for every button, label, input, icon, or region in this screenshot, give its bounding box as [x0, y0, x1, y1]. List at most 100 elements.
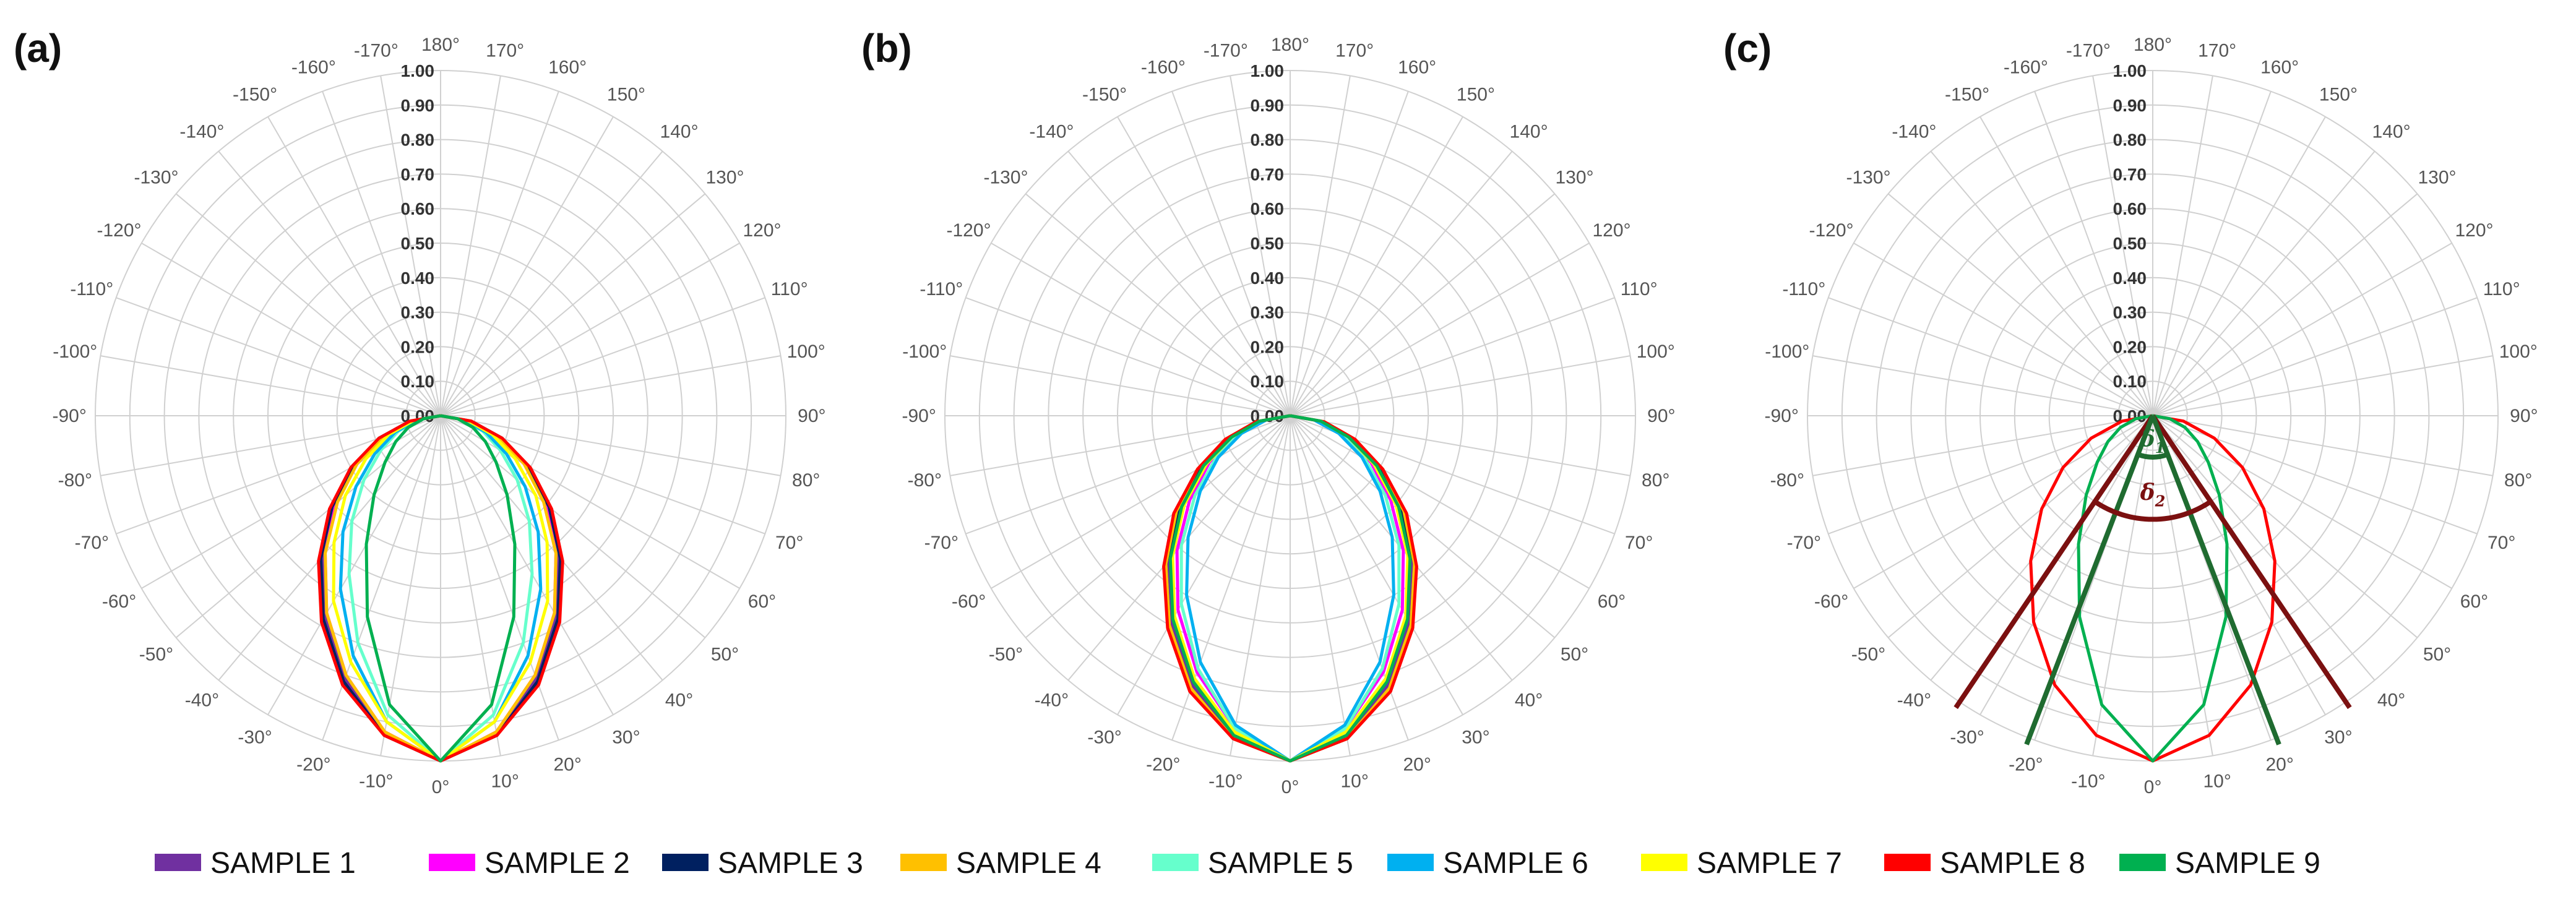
angle-tick-label: -160°	[1141, 57, 1186, 77]
angle-tick-label: 70°	[1625, 533, 1653, 553]
grid-spoke	[1025, 415, 1291, 638]
legend-label: SAMPLE 5	[1208, 847, 1353, 880]
grid-spoke	[440, 415, 706, 638]
angle-tick-label: 90°	[1647, 406, 1675, 426]
grid-spoke	[141, 243, 441, 416]
angle-tick-label: -90°	[52, 406, 86, 426]
grid-spoke	[1979, 116, 2153, 416]
angle-tick-label: 40°	[2377, 690, 2405, 711]
angle-tick-label: 40°	[1515, 690, 1543, 711]
angle-tick-label: 110°	[771, 279, 808, 299]
angle-tick-label: -10°	[359, 771, 393, 792]
grid-spoke	[2152, 150, 2376, 416]
grid-spoke	[2152, 415, 2418, 638]
angle-tick-label: 180°	[2134, 35, 2172, 55]
grid-spoke	[1812, 415, 2153, 476]
angle-tick-label: -40°	[1897, 690, 1931, 711]
angle-tick-label: -150°	[1945, 85, 1989, 105]
radial-tick-label: 0.30	[2113, 303, 2147, 322]
legend-swatch	[1152, 854, 1199, 871]
angle-tick-label: -140°	[179, 121, 224, 142]
grid-spoke	[2152, 415, 2452, 589]
angle-tick-label: -170°	[1204, 40, 1248, 61]
angle-tick-label: 180°	[1271, 35, 1309, 55]
angle-tick-label: -130°	[1846, 167, 1890, 187]
series-sample-9	[364, 414, 517, 763]
legend-label: SAMPLE 4	[956, 847, 1101, 880]
legend-label: SAMPLE 7	[1697, 847, 1842, 880]
angle-tick-label: -20°	[2009, 755, 2043, 775]
panel-label: (c)	[1723, 26, 1772, 71]
grid-spoke	[1853, 415, 2153, 589]
radial-tick-label: 0.20	[401, 337, 435, 356]
grid-spoke	[991, 415, 1291, 589]
legend-swatch	[1884, 854, 1931, 871]
delta1-line	[2024, 414, 2155, 745]
angle-tick-label: 10°	[491, 771, 519, 792]
grid-spoke	[2152, 193, 2418, 416]
angle-tick-label: -90°	[1764, 406, 1798, 426]
radial-tick-label: 0.10	[401, 372, 435, 391]
angle-tick-label: 40°	[665, 690, 693, 711]
grid-spoke	[218, 150, 441, 416]
series-sample-9	[1168, 414, 1412, 763]
angle-tick-label: -80°	[58, 470, 92, 491]
grid-spoke	[1230, 415, 1291, 756]
grid-spoke	[440, 150, 663, 416]
angle-tick-label: 180°	[421, 35, 460, 55]
angle-tick-label: -110°	[1782, 279, 1825, 299]
grid-spoke	[141, 415, 441, 589]
angle-tick-label: 150°	[2319, 85, 2358, 105]
angle-tick-label: 10°	[2203, 771, 2231, 792]
grid-spoke	[2152, 415, 2326, 715]
angle-tick-label: -100°	[1765, 341, 1809, 362]
panel-label: (b)	[861, 26, 912, 71]
radial-tick-label: 0.40	[1251, 268, 1285, 288]
polar-chart-c: (c) 0° 10° 20° 30° 40° 50° 60° 70° 80° 90° 100° 110°…	[1723, 26, 2538, 797]
grid-spoke	[175, 415, 441, 638]
angle-tick-label: -70°	[924, 533, 958, 553]
polar-chart-b: (b) 0° 10° 20° 30° 40° 50° 60° 70° 80° 90° 100° 110°…	[861, 26, 1676, 797]
grid-spoke	[1290, 415, 1556, 638]
angle-tick-label: 50°	[2423, 645, 2451, 665]
angle-tick-label: 20°	[553, 755, 581, 775]
angle-tick-label: -170°	[2066, 40, 2111, 61]
angle-tick-label: -110°	[920, 279, 963, 299]
angle-tick-label: 0°	[432, 777, 450, 797]
angle-tick-label: 20°	[2265, 755, 2293, 775]
angle-tick-label: 150°	[607, 85, 645, 105]
radial-tick-label: 0.50	[401, 234, 435, 253]
grid-spoke	[1930, 415, 2153, 681]
angle-tick-label: -50°	[139, 645, 173, 665]
angle-tick-label: 130°	[1555, 167, 1593, 187]
grid-spoke	[2152, 116, 2326, 416]
grid-spoke	[440, 193, 706, 416]
grid-spoke	[322, 91, 441, 416]
grid-spoke	[267, 415, 441, 715]
angle-tick-label: 100°	[787, 341, 825, 362]
series-sample-9	[2077, 414, 2229, 763]
angle-tick-label: -120°	[1809, 220, 1853, 241]
grid-spoke	[1853, 243, 2153, 416]
radial-tick-label: 1.00	[1251, 61, 1285, 80]
angle-tick-label: -30°	[1950, 727, 1984, 747]
angle-tick-label: 60°	[748, 591, 776, 612]
angle-tick-label: -80°	[1770, 470, 1804, 491]
grid-spoke	[950, 355, 1291, 416]
grid-spoke	[1930, 150, 2153, 416]
angle-tick-label: -120°	[97, 220, 141, 241]
grid-spoke	[991, 243, 1291, 416]
grid-spoke	[1025, 193, 1291, 416]
angle-tick-label: 120°	[743, 220, 781, 241]
angle-tick-label: -140°	[1892, 121, 1936, 142]
angle-tick-label: 0°	[2144, 777, 2162, 797]
angle-tick-label: -30°	[1087, 727, 1121, 747]
grid-spoke	[440, 415, 781, 476]
angle-tick-label: -40°	[185, 690, 219, 711]
grid-spoke	[440, 415, 501, 756]
angle-tick-label: 50°	[1561, 645, 1588, 665]
grid-spoke	[440, 297, 765, 416]
radial-tick-label: 0.90	[401, 96, 435, 115]
radial-tick-label: 0.30	[401, 303, 435, 322]
radial-tick-label: 0.20	[1251, 337, 1285, 356]
